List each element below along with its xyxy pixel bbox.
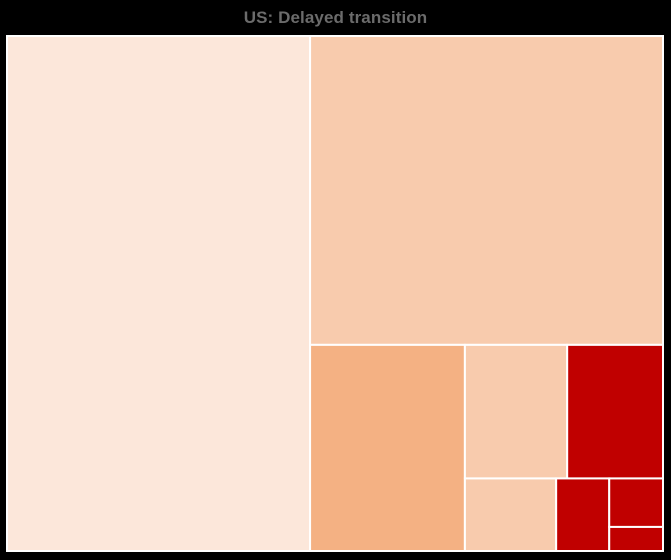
treemap-tile-1 bbox=[6, 35, 312, 552]
treemap-tile-2 bbox=[309, 35, 664, 346]
treemap-tile-9 bbox=[608, 525, 664, 552]
treemap-tile-6 bbox=[463, 477, 558, 552]
treemap-tile-5 bbox=[566, 343, 665, 480]
treemap-tile-8 bbox=[608, 477, 664, 528]
treemap-tile-4 bbox=[463, 343, 569, 480]
treemap-tile-3 bbox=[309, 343, 466, 552]
treemap-tile-7 bbox=[555, 477, 611, 552]
chart-title: US: Delayed transition bbox=[243, 8, 428, 27]
